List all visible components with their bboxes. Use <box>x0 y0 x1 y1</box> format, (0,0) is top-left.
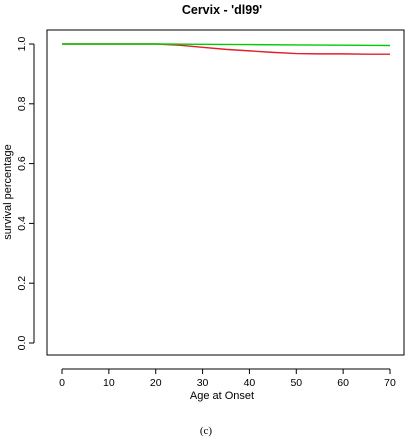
figure-caption: (c) <box>200 425 213 437</box>
x-axis-label: Age at Onset <box>190 390 254 402</box>
x-axis: 0 10 20 30 40 50 60 70 <box>59 368 396 389</box>
chart-title: Cervix - 'dl99' <box>182 3 262 17</box>
y-tick-label: 0.0 <box>16 336 28 351</box>
series-layer <box>62 43 391 55</box>
plot-frame <box>46 29 405 356</box>
y-tick-label: 0.8 <box>16 96 28 111</box>
x-tick-label: 40 <box>244 377 256 389</box>
y-axis-label: survival percentage <box>2 144 14 239</box>
x-tick-label: 50 <box>290 377 302 389</box>
series-line-green <box>62 43 391 47</box>
x-tick-label: 0 <box>59 377 65 389</box>
x-tick-label: 30 <box>197 377 209 389</box>
y-tick-label: 0.2 <box>16 276 28 291</box>
series-line-red <box>62 43 390 55</box>
y-tick-label: 0.6 <box>16 156 28 171</box>
x-tick-label: 70 <box>384 377 396 389</box>
y-tick-label: 1.0 <box>16 37 28 52</box>
y-axis: 0.0 0.2 0.4 0.6 0.8 1.0 <box>16 37 35 351</box>
x-tick-label: 10 <box>103 377 115 389</box>
x-tick-label: 20 <box>150 377 162 389</box>
x-tick-label: 60 <box>337 377 349 389</box>
y-tick-label: 0.4 <box>16 216 28 231</box>
